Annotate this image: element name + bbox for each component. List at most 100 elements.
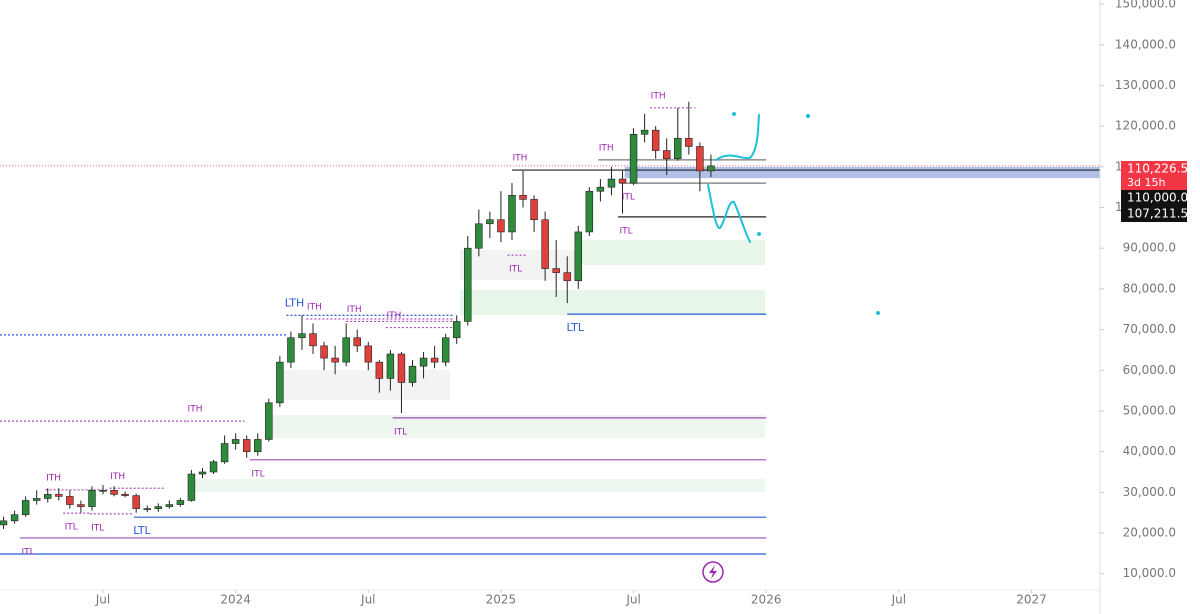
candle-body bbox=[0, 520, 8, 526]
drawing bbox=[732, 112, 736, 116]
y-tick-label: 90,000.0 bbox=[1123, 241, 1176, 255]
candle-body bbox=[121, 494, 129, 496]
level-label: LTL bbox=[133, 524, 151, 537]
candle-body bbox=[198, 471, 207, 475]
candle-body bbox=[32, 498, 41, 501]
price-tag bbox=[1121, 206, 1187, 222]
candle-body bbox=[342, 337, 350, 363]
candle-body bbox=[574, 231, 583, 282]
level-label: ITH bbox=[387, 311, 402, 321]
candle-body bbox=[176, 500, 185, 505]
candle-body bbox=[452, 321, 461, 339]
candle-body bbox=[143, 508, 151, 510]
candle-body bbox=[486, 219, 494, 225]
x-tick-label: 2026 bbox=[751, 593, 782, 607]
candle-body bbox=[475, 223, 483, 249]
candle-body bbox=[44, 494, 52, 499]
candle-body bbox=[21, 500, 30, 516]
level-label: ITL bbox=[65, 523, 78, 533]
y-tick-label: 70,000.0 bbox=[1123, 322, 1176, 336]
candle-body bbox=[309, 333, 317, 347]
drawing bbox=[707, 184, 751, 243]
y-tick-label: 40,000.0 bbox=[1123, 444, 1176, 458]
drawing bbox=[715, 114, 760, 161]
candle-body bbox=[353, 337, 361, 347]
y-tick-label: 130,000.0 bbox=[1115, 78, 1176, 92]
level-label: ITH bbox=[651, 91, 666, 101]
zone bbox=[280, 370, 450, 400]
icon-bolt[interactable] bbox=[709, 565, 717, 579]
replay-icon[interactable] bbox=[702, 561, 724, 583]
level-label: ITH bbox=[110, 472, 125, 482]
candle-body bbox=[607, 178, 616, 188]
candle-body bbox=[552, 268, 560, 273]
level-label: ITL bbox=[394, 427, 407, 437]
candle-body bbox=[154, 506, 163, 509]
level-label: LTH bbox=[285, 296, 305, 309]
candle-body bbox=[430, 357, 439, 363]
price-tag-label: 110,000.0 bbox=[1127, 191, 1188, 205]
icon-ring[interactable] bbox=[702, 561, 724, 583]
price-tag-label: 110,226.5 bbox=[1127, 162, 1188, 176]
x-tick-label: 2027 bbox=[1016, 593, 1047, 607]
candle-body bbox=[419, 357, 428, 367]
candle-body bbox=[231, 439, 240, 444]
x-tick-label: Jul bbox=[95, 593, 110, 607]
zone bbox=[580, 240, 765, 265]
price-tag bbox=[1121, 190, 1187, 206]
price-tag-countdown: 3d 15h bbox=[1127, 176, 1165, 189]
candle-body bbox=[331, 357, 339, 363]
price-tag-label: 107,211.5 bbox=[1127, 207, 1188, 221]
candle-body bbox=[99, 490, 107, 492]
candle-body bbox=[530, 199, 538, 221]
level-label: ITL bbox=[22, 547, 35, 557]
candle-body bbox=[88, 490, 96, 507]
level-label: ITH bbox=[188, 405, 203, 415]
candle-body bbox=[397, 353, 406, 383]
candle-body bbox=[165, 504, 174, 507]
candle-body bbox=[298, 333, 306, 339]
candle-body bbox=[386, 353, 395, 379]
candle-body bbox=[110, 490, 118, 495]
drawings bbox=[707, 112, 880, 315]
candle-body bbox=[541, 219, 549, 269]
candle-body bbox=[707, 165, 715, 172]
y-tick-label: 20,000.0 bbox=[1123, 526, 1176, 540]
level-label: ITH bbox=[599, 143, 614, 153]
candle-body bbox=[508, 195, 516, 233]
candle-body bbox=[662, 150, 671, 159]
price-tag bbox=[1121, 161, 1187, 191]
candle-body bbox=[187, 473, 196, 501]
price-band bbox=[624, 166, 1100, 179]
candle-body bbox=[254, 439, 262, 452]
level-label: LTL bbox=[567, 321, 585, 334]
candle-body bbox=[629, 133, 638, 184]
level-label: ITH bbox=[46, 473, 61, 483]
level-label: ITL bbox=[251, 469, 264, 479]
candle-body bbox=[55, 494, 63, 497]
candle-body bbox=[585, 190, 594, 233]
drawing bbox=[757, 232, 761, 236]
zone bbox=[265, 415, 765, 438]
candle-body bbox=[209, 461, 218, 473]
candle-body bbox=[696, 146, 704, 172]
candle-body bbox=[618, 178, 627, 184]
drawing bbox=[876, 311, 880, 315]
candle-body bbox=[66, 496, 74, 505]
candle-body bbox=[640, 129, 649, 135]
drawing bbox=[806, 114, 810, 118]
candle-body bbox=[10, 514, 19, 522]
level-label: ITL bbox=[91, 523, 104, 533]
level-label: ITL bbox=[620, 226, 633, 236]
candle-body bbox=[685, 138, 693, 147]
y-tick-label: 120,000.0 bbox=[1115, 119, 1176, 133]
candle-body bbox=[596, 186, 605, 192]
x-tick-label: Jul bbox=[625, 593, 640, 607]
candle-body bbox=[242, 439, 251, 452]
y-tick-label: 60,000.0 bbox=[1123, 363, 1176, 377]
y-tick-label: 50,000.0 bbox=[1123, 403, 1176, 417]
y-tick-label: 150,000.0 bbox=[1115, 0, 1176, 11]
y-tick-label: 80,000.0 bbox=[1123, 281, 1176, 295]
